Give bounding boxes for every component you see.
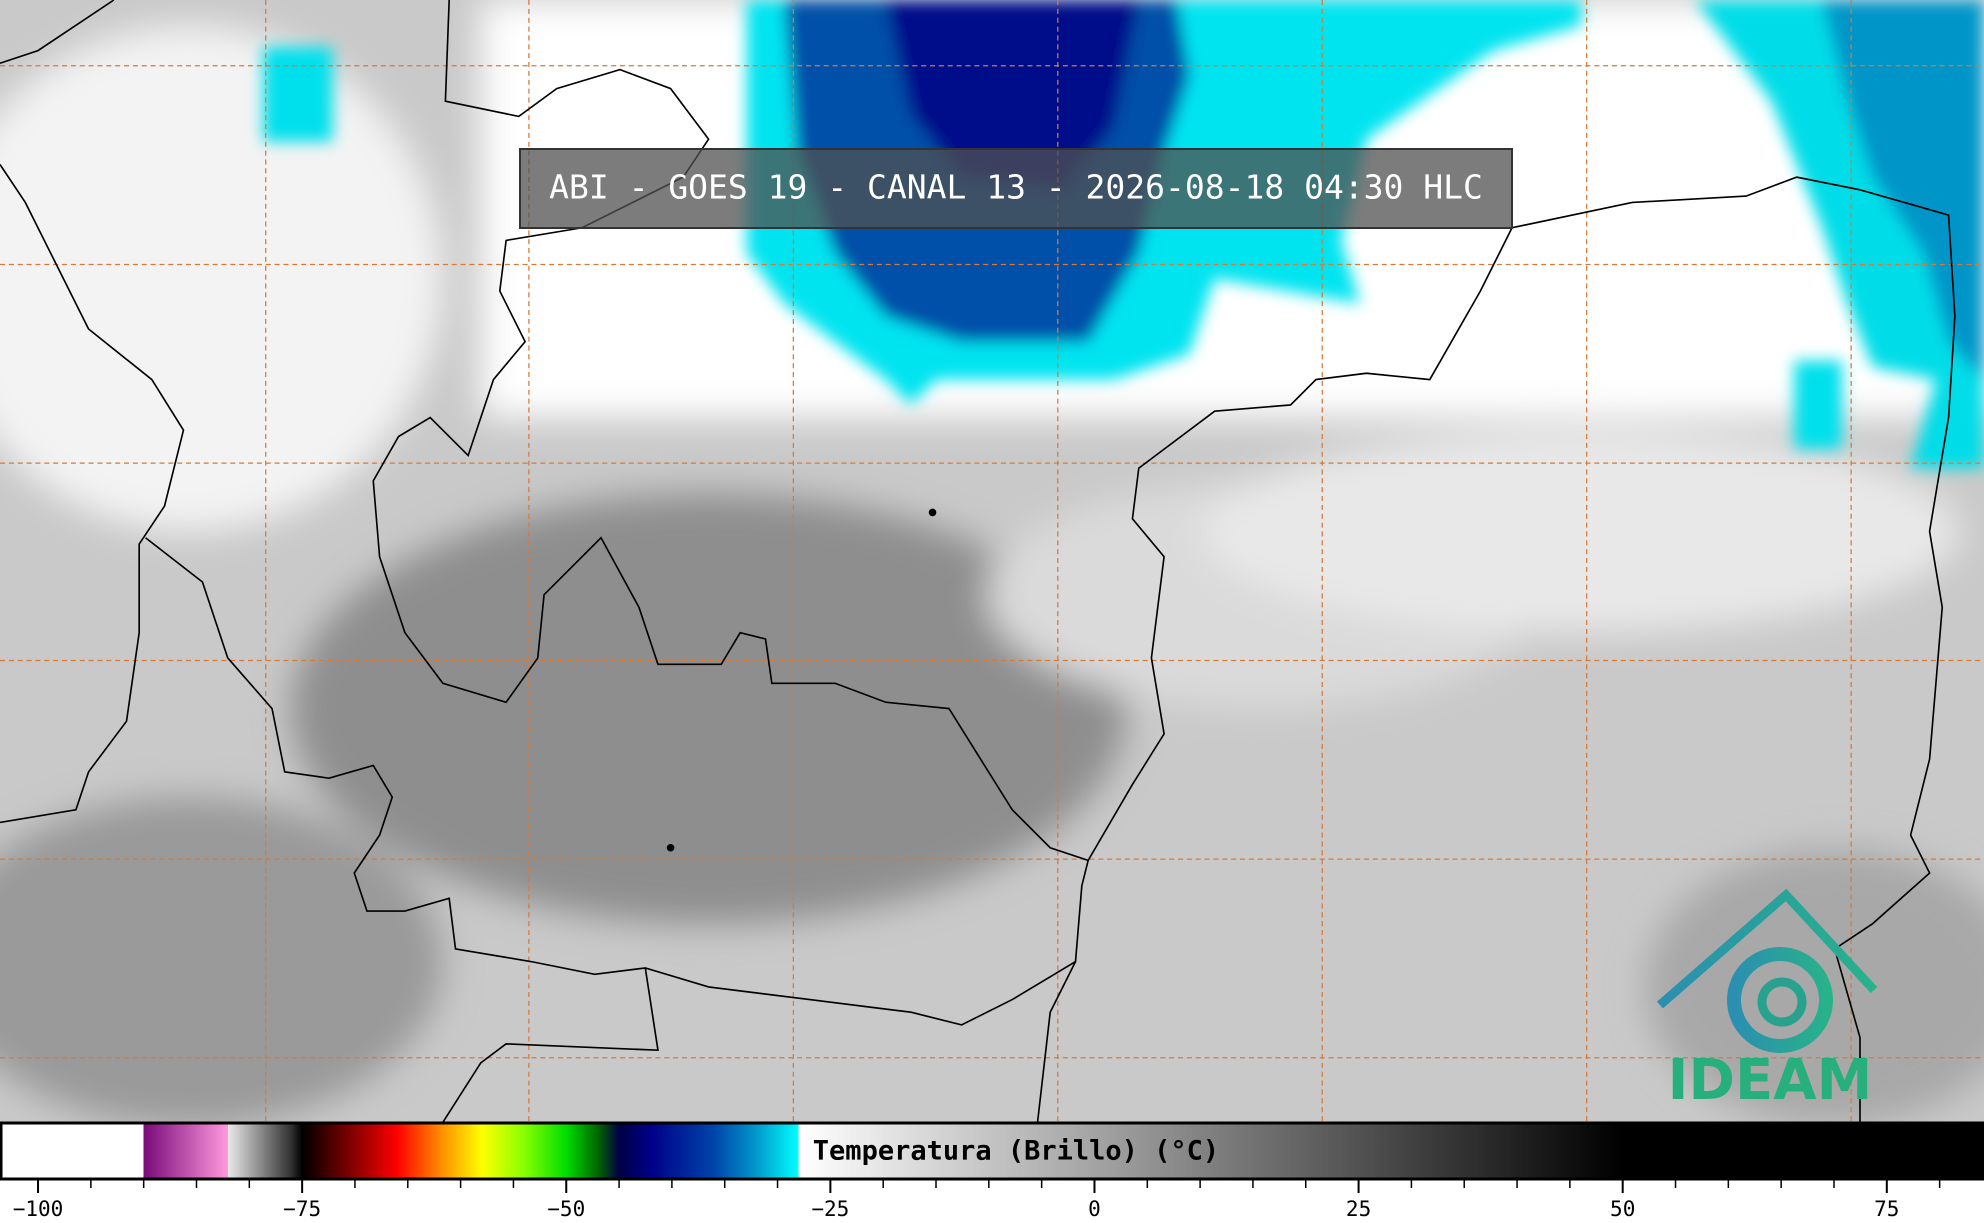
- tick-label: −50: [547, 1197, 585, 1221]
- tick-label: −75: [283, 1197, 321, 1221]
- title-box: ABI - GOES 19 - CANAL 13 - 2026-08-18 04…: [519, 148, 1513, 229]
- title: ABI - GOES 19 - CANAL 13 - 2026-08-18 04…: [549, 168, 1483, 207]
- colorbar-label: Temperatura (Brillo) (°C): [813, 1136, 1219, 1167]
- logo-text: IDEAM: [1668, 1048, 1873, 1113]
- colorbar-ramp: [0, 1121, 1984, 1181]
- tick-label: 50: [1610, 1197, 1635, 1221]
- borders: [0, 0, 1956, 1123]
- graticule: [0, 0, 1984, 1123]
- tick-label: 25: [1346, 1197, 1371, 1221]
- tick-label: 75: [1874, 1197, 1899, 1221]
- tick-label: −25: [811, 1197, 849, 1221]
- logo: IDEAM: [1657, 888, 1878, 1113]
- tick-label: 0: [1088, 1197, 1101, 1221]
- tick-label: −100: [13, 1197, 64, 1221]
- colorbar: Temperatura (Brillo) (°C) −100 −75 −50 −25 0…: [0, 1121, 1984, 1221]
